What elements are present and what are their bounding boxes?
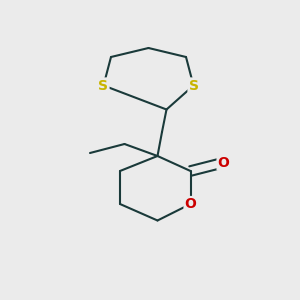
Text: S: S bbox=[188, 79, 199, 92]
Text: O: O bbox=[184, 197, 196, 211]
Text: O: O bbox=[218, 156, 230, 170]
Text: S: S bbox=[98, 79, 109, 92]
